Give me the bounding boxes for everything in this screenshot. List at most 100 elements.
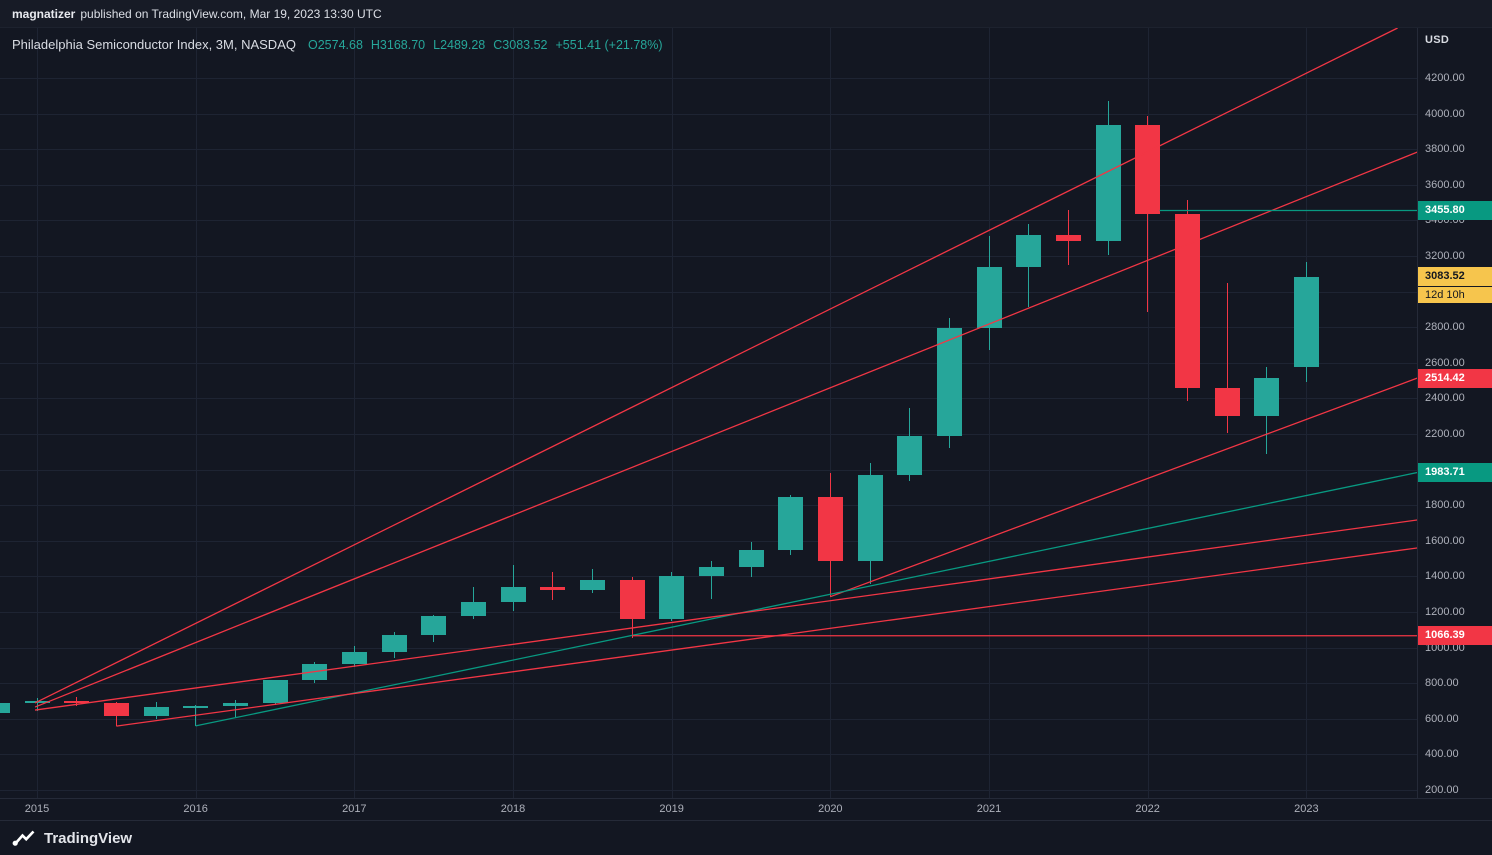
gridline-horizontal bbox=[0, 576, 1417, 578]
candle-body[interactable] bbox=[143, 707, 169, 717]
gridline-horizontal bbox=[0, 505, 1417, 507]
candle-body[interactable] bbox=[500, 587, 526, 602]
price-axis-label: 3200.00 bbox=[1425, 250, 1465, 262]
candle-body[interactable] bbox=[222, 703, 248, 706]
candle-body[interactable] bbox=[103, 703, 129, 717]
gridline-horizontal bbox=[0, 612, 1417, 613]
gridline-vertical bbox=[37, 28, 38, 798]
price-axis-label: 4000.00 bbox=[1425, 107, 1465, 120]
price-axis-label: 400.00 bbox=[1425, 748, 1459, 761]
badge-countdown: 12d 10h bbox=[1418, 287, 1492, 304]
candle-body[interactable] bbox=[857, 475, 883, 562]
gridline-vertical bbox=[513, 28, 514, 798]
candle-body[interactable] bbox=[0, 703, 10, 714]
candle-body[interactable] bbox=[1174, 213, 1200, 389]
price-level-badge[interactable]: 2514.42 bbox=[1418, 368, 1492, 388]
candle-body[interactable] bbox=[341, 651, 367, 665]
candle-body[interactable] bbox=[1095, 124, 1121, 242]
candle-body[interactable] bbox=[183, 705, 209, 708]
chart-canvas[interactable]: Philadelphia Semiconductor Index, 3M, NA… bbox=[0, 28, 1417, 798]
candle-wick bbox=[552, 572, 554, 600]
price-axis-label: 3800.00 bbox=[1425, 143, 1465, 156]
candle-body[interactable] bbox=[1055, 235, 1081, 242]
candle-body[interactable] bbox=[936, 328, 962, 436]
candles-layer bbox=[0, 28, 1417, 798]
symbol-title[interactable]: Philadelphia Semiconductor Index, 3M, NA… bbox=[12, 37, 296, 52]
time-axis-label: 2018 bbox=[500, 803, 526, 815]
price-level-badge[interactable]: 1983.71 bbox=[1418, 462, 1492, 482]
time-axis-label: 2023 bbox=[1294, 803, 1319, 815]
gridline-horizontal bbox=[0, 362, 1417, 364]
candle-wick bbox=[710, 561, 712, 600]
time-axis-label: 2016 bbox=[183, 803, 208, 815]
candle-body[interactable] bbox=[460, 601, 486, 616]
ohlc-open: O2574.68 bbox=[307, 38, 363, 52]
gridline-horizontal bbox=[0, 149, 1417, 151]
current-price-badge[interactable]: 3083.52 12d 10h bbox=[1418, 267, 1492, 304]
price-axis-label: 4200.00 bbox=[1425, 72, 1465, 84]
candle-body[interactable] bbox=[64, 701, 90, 704]
candle-body[interactable] bbox=[659, 576, 685, 620]
candle-body[interactable] bbox=[1293, 276, 1319, 368]
gridline-horizontal bbox=[0, 718, 1417, 720]
candle-body[interactable] bbox=[778, 496, 804, 551]
gridline-horizontal bbox=[0, 469, 1417, 471]
badge-price: 3455.80 bbox=[1418, 200, 1492, 220]
symbol-legend: Philadelphia Semiconductor Index, 3M, NA… bbox=[12, 36, 671, 54]
badge-price: 1066.39 bbox=[1418, 626, 1492, 646]
candle-body[interactable] bbox=[698, 566, 724, 577]
gridline-vertical bbox=[1306, 28, 1308, 798]
drawings-layer bbox=[34, 28, 1417, 727]
price-axis-label: 800.00 bbox=[1425, 677, 1459, 690]
candle-body[interactable] bbox=[579, 579, 605, 590]
gridline-horizontal bbox=[0, 291, 1417, 293]
gridline-horizontal bbox=[0, 184, 1417, 186]
price-axis-label: 2800.00 bbox=[1425, 321, 1465, 334]
trendline[interactable] bbox=[34, 519, 1417, 711]
candle-body[interactable] bbox=[262, 679, 288, 704]
badge-price: 3083.52 bbox=[1418, 267, 1492, 287]
time-axis-label: 2021 bbox=[976, 803, 1002, 815]
candle-body[interactable] bbox=[1214, 388, 1240, 417]
trendline[interactable] bbox=[830, 377, 1417, 598]
gridline-horizontal bbox=[0, 540, 1417, 542]
ohlc-low: L2489.28 bbox=[433, 38, 486, 52]
price-axis-label: 2400.00 bbox=[1425, 392, 1465, 405]
trendline[interactable] bbox=[34, 151, 1417, 708]
currency-label: USD bbox=[1425, 34, 1450, 46]
price-axis[interactable]: USD 4200.00 4000.00 3800.00 3600.00 3400.00 3… bbox=[1417, 28, 1492, 798]
candle-body[interactable] bbox=[540, 587, 566, 590]
ohlc-close: C3083.52 bbox=[493, 38, 548, 52]
gridline-horizontal bbox=[0, 113, 1417, 115]
price-axis-label: 2600.00 bbox=[1425, 356, 1465, 369]
publish-text: published on TradingView.com, Mar 19, 20… bbox=[80, 6, 382, 21]
trendline[interactable] bbox=[34, 28, 1398, 704]
time-axis-label: 2015 bbox=[24, 803, 50, 815]
price-level-badge[interactable]: 3455.80 bbox=[1418, 200, 1492, 220]
gridline-vertical bbox=[1147, 28, 1149, 798]
gridline-horizontal bbox=[0, 647, 1417, 649]
price-axis-label: 1600.00 bbox=[1425, 534, 1465, 547]
candle-body[interactable] bbox=[1254, 378, 1280, 417]
tradingview-wordmark[interactable]: TradingView bbox=[44, 829, 133, 847]
footer-bar: TradingView bbox=[0, 820, 1492, 855]
time-axis[interactable]: 2015 2016 2017 2018 2019 2020 2021 2022 2023 bbox=[0, 798, 1492, 820]
price-axis-label: 1200.00 bbox=[1425, 606, 1465, 618]
candle-body[interactable] bbox=[1016, 235, 1042, 268]
trendline[interactable] bbox=[195, 471, 1417, 727]
candle-body[interactable] bbox=[738, 550, 764, 567]
price-level-badge[interactable]: 1066.39 bbox=[1418, 626, 1492, 646]
candle-wick bbox=[1147, 116, 1149, 312]
candle-body[interactable] bbox=[619, 579, 645, 620]
candle-body[interactable] bbox=[976, 267, 1002, 329]
candle-body[interactable] bbox=[381, 635, 407, 652]
candle-body[interactable] bbox=[817, 496, 843, 562]
tradingview-logo-icon[interactable] bbox=[12, 829, 36, 847]
gridline-horizontal bbox=[0, 256, 1417, 257]
gridline-horizontal bbox=[0, 754, 1417, 756]
candle-body[interactable] bbox=[421, 615, 447, 636]
trendline[interactable] bbox=[116, 547, 1417, 727]
candle-body[interactable] bbox=[1135, 124, 1161, 214]
publish-author: magnatizer bbox=[12, 6, 76, 21]
candle-body[interactable] bbox=[897, 435, 923, 476]
